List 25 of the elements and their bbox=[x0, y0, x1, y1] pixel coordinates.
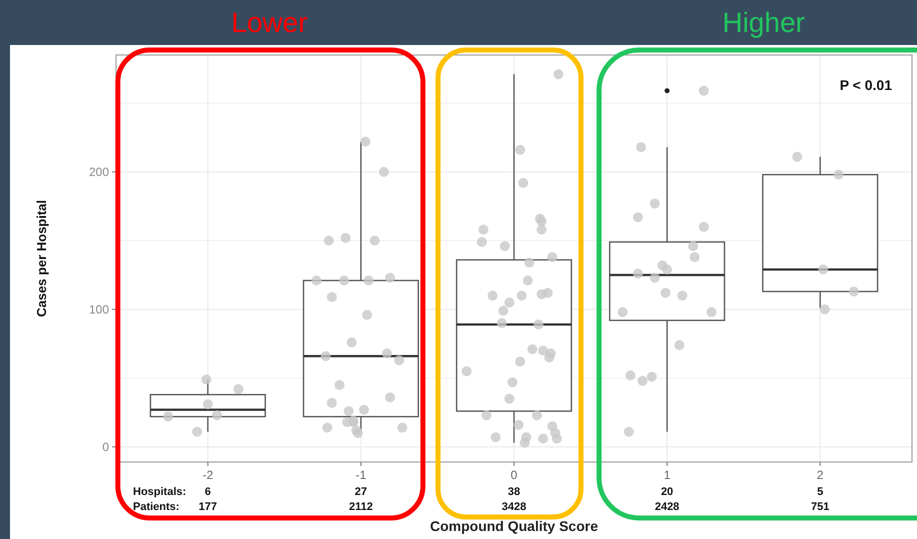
text: 38 bbox=[508, 486, 520, 498]
text: Lower bbox=[231, 7, 308, 38]
x-tick-label: 1 bbox=[664, 468, 671, 482]
x-tick-label: 0 bbox=[510, 468, 518, 482]
annotation: P < 0.01 bbox=[840, 77, 892, 93]
text: 177 bbox=[198, 501, 218, 513]
y-tick-label: 200 bbox=[88, 165, 110, 180]
text: 751 bbox=[810, 501, 830, 513]
text: 2428 bbox=[654, 501, 680, 513]
text: Hospitals: bbox=[133, 486, 186, 498]
x-tick-label: -1 bbox=[356, 468, 367, 482]
text: 2112 bbox=[348, 501, 373, 513]
y-tick-label: 0 bbox=[102, 440, 110, 454]
text: 27 bbox=[354, 486, 368, 498]
text: 5 bbox=[817, 486, 824, 498]
y-axis-title: Cases per Hospital bbox=[34, 200, 49, 318]
text: 20 bbox=[660, 486, 674, 498]
text: 3428 bbox=[502, 501, 526, 513]
text: Patients: bbox=[133, 501, 180, 513]
y-tick-label: 100 bbox=[88, 302, 110, 317]
text: 6 bbox=[204, 486, 211, 498]
x-tick-label: -2 bbox=[202, 468, 214, 482]
text: Higher bbox=[722, 7, 805, 38]
x-axis-title: Compound Quality Score bbox=[430, 518, 598, 534]
x-tick-label: 2 bbox=[816, 468, 824, 482]
